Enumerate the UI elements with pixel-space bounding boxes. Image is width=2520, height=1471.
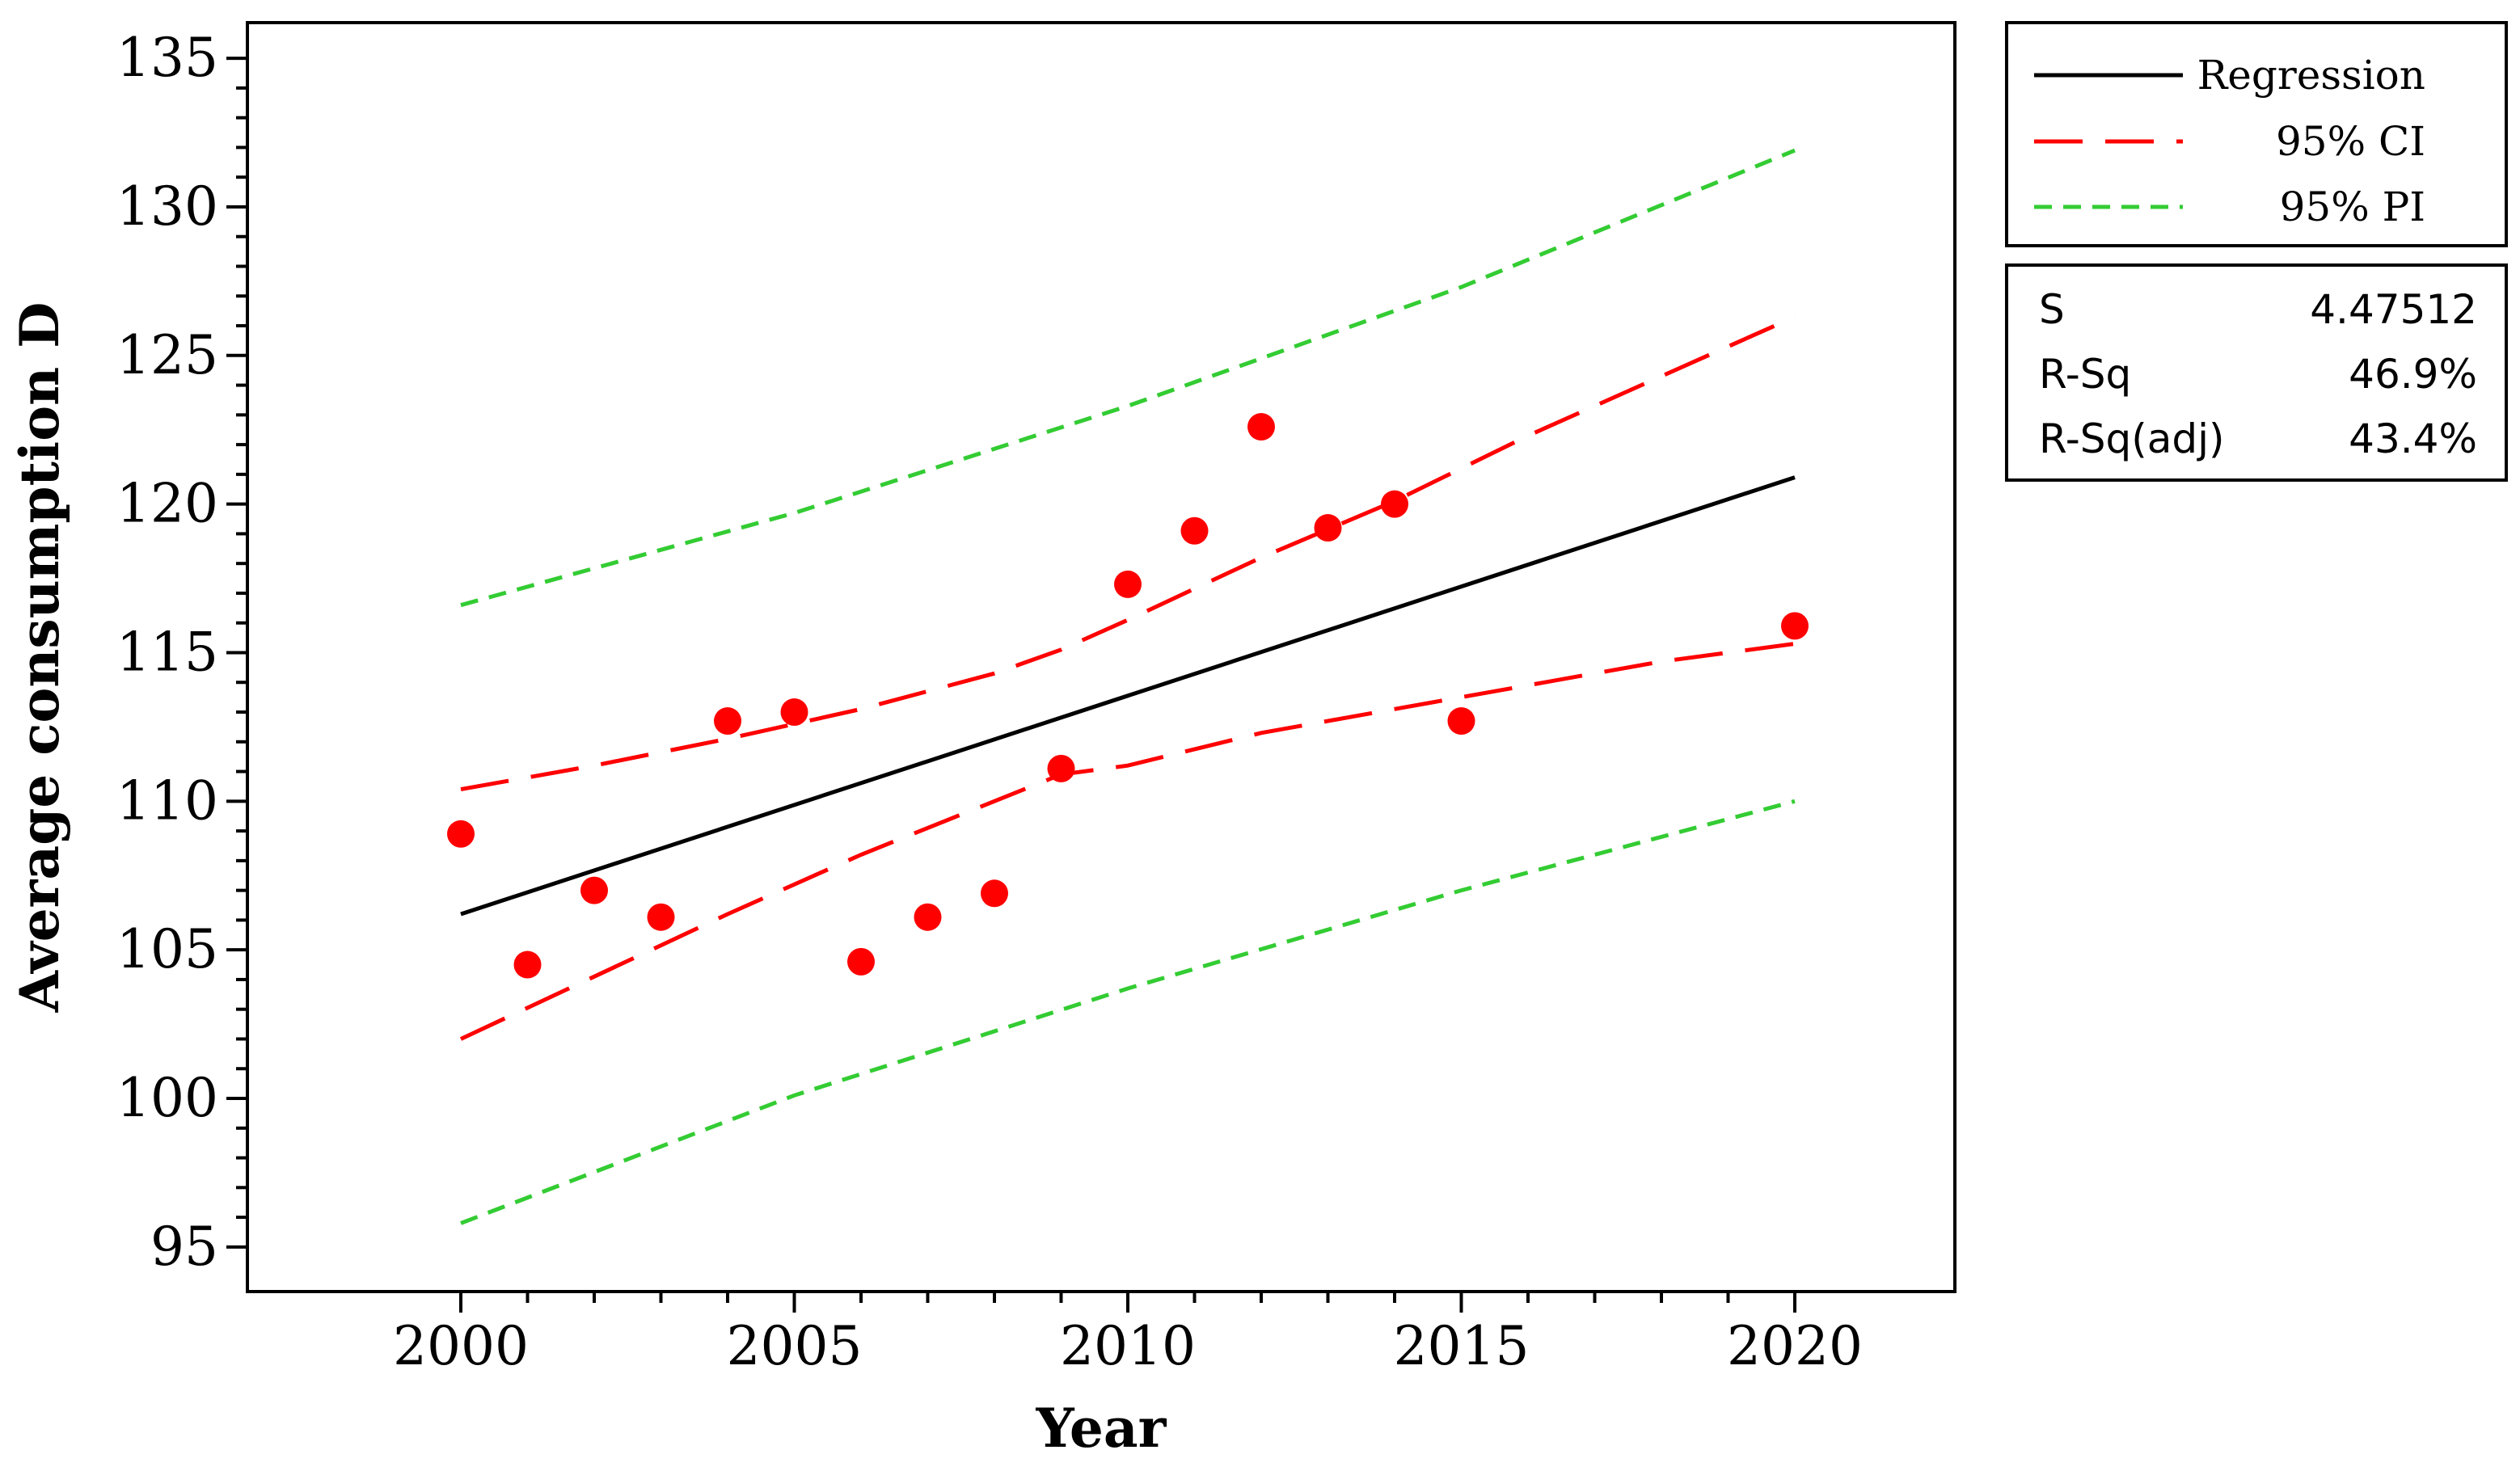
legend-label-pi: 95% PI (2280, 183, 2425, 230)
y-tick-label-105: 105 (116, 918, 218, 980)
data-point-2002 (580, 876, 608, 904)
data-point-2003 (647, 903, 675, 931)
stats-label-rsq-adj: R-Sq(adj) (2039, 415, 2225, 462)
y-axis: 95 100 105 110 115 120 125 130 135 (116, 27, 247, 1278)
x-tick-label-2015: 2015 (1394, 1315, 1530, 1377)
stats-box: S 4.47512 R-Sq 46.9% R-Sq(adj) 43.4% (2005, 263, 2508, 482)
x-tick-label-2000: 2000 (393, 1315, 529, 1377)
data-point-2005 (780, 698, 808, 727)
x-tick-label-2020: 2020 (1727, 1315, 1863, 1377)
x-tick-label-2010: 2010 (1060, 1315, 1196, 1377)
y-axis-title: Average consumption D (8, 302, 71, 1014)
legend-frame (2005, 21, 2508, 247)
data-point-2008 (981, 879, 1008, 908)
data-point-2015 (1447, 707, 1475, 736)
stats-label-s: S (2039, 286, 2065, 333)
regression-line (460, 475, 1796, 917)
data-point-2014 (1381, 490, 1408, 518)
y-tick-label-100: 100 (116, 1067, 218, 1129)
data-point-2011 (1180, 516, 1209, 545)
stats-value-rsq-adj: 43.4% (2349, 415, 2477, 462)
data-point-2012 (1247, 413, 1275, 441)
y-tick-label-135: 135 (116, 27, 218, 89)
stats-label-rsq: R-Sq (2039, 351, 2131, 398)
legend-label-regression: Regression (2197, 52, 2425, 99)
data-point-2006 (847, 947, 875, 976)
y-tick-label-115: 115 (116, 621, 218, 683)
data-point-2001 (513, 950, 542, 979)
y-tick-label-110: 110 (116, 769, 218, 832)
data-point-2000 (447, 820, 475, 848)
y-tick-label-125: 125 (116, 324, 218, 386)
data-point-2007 (914, 903, 942, 931)
stats-frame (2005, 263, 2508, 482)
data-point-2010 (1114, 570, 1142, 598)
data-point-2020 (1781, 612, 1809, 640)
data-point-2013 (1314, 514, 1342, 542)
ci-upper-line (460, 314, 1796, 792)
x-tick-label-2005: 2005 (727, 1315, 863, 1377)
legend: Regression 95% CI 95% PI (2005, 21, 2508, 247)
series-layer (459, 148, 1796, 1225)
ci-lower-line (459, 642, 1796, 1041)
pi-upper-line (460, 148, 1796, 608)
data-point-2009 (1047, 754, 1075, 782)
y-tick-label-120: 120 (116, 473, 218, 535)
x-axis-title: Year (1036, 1397, 1167, 1460)
data-point-2004 (714, 707, 741, 736)
legend-label-ci: 95% CI (2276, 118, 2425, 165)
y-tick-label-95: 95 (150, 1216, 218, 1278)
x-axis: 2000 2005 2010 2015 2020 (393, 1292, 1863, 1377)
plot-frame (246, 21, 1956, 1293)
y-tick-label-130: 130 (116, 175, 218, 238)
points-layer (447, 413, 1809, 979)
stats-value-s: 4.47512 (2310, 286, 2477, 333)
stats-value-rsq: 46.9% (2349, 351, 2477, 398)
pi-lower-line (460, 799, 1796, 1225)
